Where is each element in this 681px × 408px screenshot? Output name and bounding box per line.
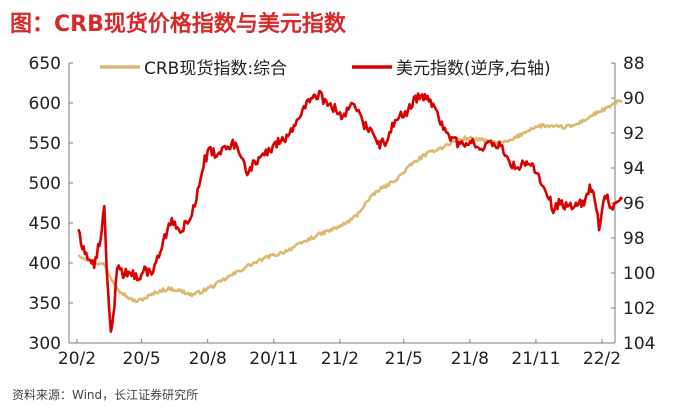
legend: CRB现货指数:综合 美元指数(逆序,右轴) (100, 59, 551, 79)
x-tick-label: 20/8 (189, 349, 227, 369)
x-tick-label: 21/2 (321, 349, 359, 369)
y-right-tick-label: 102 (623, 299, 655, 319)
y-left-tick-label: 600 (29, 94, 61, 114)
x-tick-label: 22/2 (583, 349, 621, 369)
series-layer (77, 89, 624, 333)
x-tick-label: 21/11 (511, 349, 560, 369)
y-left-tick-label: 650 (29, 54, 61, 74)
y-left-tick-label: 350 (29, 294, 61, 314)
y-right-tick-label: 100 (623, 264, 655, 284)
y-right-tick-label: 104 (623, 334, 655, 354)
x-tick-label: 20/5 (123, 349, 161, 369)
x-tick-label: 21/5 (385, 349, 423, 369)
legend-label-crb: CRB现货指数:综合 (144, 59, 287, 79)
y-left-tick-label: 300 (29, 334, 61, 354)
x-tick-label: 21/8 (451, 349, 489, 369)
y-right-tick-label: 98 (623, 229, 645, 249)
y-left-tick-label: 500 (29, 174, 61, 194)
y-left-tick-label: 550 (29, 134, 61, 154)
x-tick-label: 20/11 (249, 349, 298, 369)
y-right-tick-label: 94 (623, 159, 645, 179)
legend-label-usd: 美元指数(逆序,右轴) (396, 59, 551, 79)
y-left-tick-label: 450 (29, 214, 61, 234)
y-right-tick-label: 90 (623, 89, 645, 109)
chart-title: 图：CRB现货价格指数与美元指数 (10, 12, 346, 37)
y-right-tick-label: 96 (623, 194, 645, 214)
x-tick-label: 20/2 (58, 349, 96, 369)
source-note: 资料来源：Wind，长江证券研究所 (12, 388, 199, 402)
y-right-tick-label: 92 (623, 124, 645, 144)
axes-layer: 300 350 400 450 500 550 600 650 88 90 92 94 96 98 100 1… (29, 54, 656, 369)
series-line-crb (77, 99, 623, 304)
y-right-tick-label: 88 (623, 54, 645, 74)
series-line-usd (77, 89, 624, 333)
y-left-tick-label: 400 (29, 254, 61, 274)
